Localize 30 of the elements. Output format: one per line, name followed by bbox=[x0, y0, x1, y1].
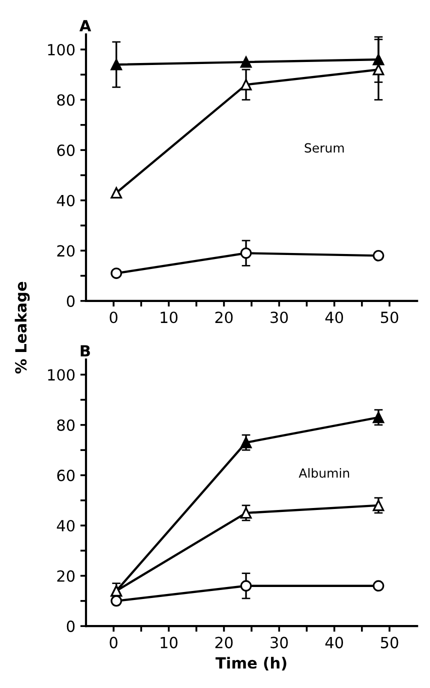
y-tick-label: 40 bbox=[56, 194, 75, 206]
y-axis-title: % Leakage bbox=[14, 282, 30, 374]
x-tick-label: 40 bbox=[325, 312, 344, 324]
chart-title: A bbox=[79, 20, 92, 32]
x-tick-label: 30 bbox=[270, 312, 288, 324]
y-tick-label: 20 bbox=[57, 245, 75, 257]
y-tick-label: 80 bbox=[57, 419, 75, 431]
x-tick-label: 10 bbox=[160, 312, 178, 324]
y-tick-label: 20 bbox=[57, 570, 75, 582]
x-tick-label: 50 bbox=[380, 312, 398, 324]
x-tick-label: 30 bbox=[270, 636, 288, 648]
chart-title: B bbox=[80, 345, 90, 356]
y-tick-label: 0 bbox=[66, 295, 75, 307]
annotation: Albumin bbox=[298, 468, 350, 478]
x-tick-label: 0 bbox=[110, 312, 118, 324]
y-tick-label: 80 bbox=[57, 94, 75, 106]
x-tick-label: 10 bbox=[160, 636, 178, 648]
y-tick-label: 60 bbox=[57, 470, 75, 482]
x-tick-label: 0 bbox=[110, 636, 118, 648]
x-tick-label: 20 bbox=[215, 312, 233, 324]
x-tick-label: 50 bbox=[380, 636, 398, 648]
y-tick-label: 100 bbox=[48, 44, 75, 56]
y-tick-label: 0 bbox=[66, 620, 75, 632]
y-tick-label: 100 bbox=[48, 369, 75, 381]
y-tick-label: 40 bbox=[56, 520, 75, 532]
x-axis-title: Time (h) bbox=[216, 656, 286, 670]
x-tick-label: 20 bbox=[215, 636, 233, 648]
annotation: Serum bbox=[304, 143, 344, 153]
x-tick-label: 40 bbox=[325, 636, 344, 648]
y-tick-label: 60 bbox=[57, 144, 75, 156]
